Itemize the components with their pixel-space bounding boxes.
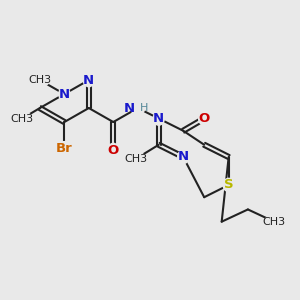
Ellipse shape xyxy=(199,112,210,125)
Text: CH3: CH3 xyxy=(11,113,34,124)
Ellipse shape xyxy=(223,178,234,192)
Text: S: S xyxy=(224,178,233,191)
Text: N: N xyxy=(59,88,70,100)
Ellipse shape xyxy=(131,101,145,115)
Ellipse shape xyxy=(265,215,284,228)
Ellipse shape xyxy=(57,142,71,155)
Ellipse shape xyxy=(126,152,146,165)
Ellipse shape xyxy=(83,74,94,87)
Ellipse shape xyxy=(153,112,164,125)
Ellipse shape xyxy=(59,87,70,101)
Text: Br: Br xyxy=(56,142,73,155)
Ellipse shape xyxy=(178,150,189,164)
Text: CH3: CH3 xyxy=(262,217,286,227)
Text: O: O xyxy=(108,143,119,157)
Text: H: H xyxy=(140,103,148,113)
Text: N: N xyxy=(83,74,94,87)
Text: O: O xyxy=(199,112,210,125)
Text: N: N xyxy=(178,151,189,164)
Ellipse shape xyxy=(30,74,50,87)
Text: N: N xyxy=(153,112,164,125)
Text: CH3: CH3 xyxy=(28,75,51,85)
Text: N: N xyxy=(124,101,135,115)
Ellipse shape xyxy=(108,143,119,157)
Text: CH3: CH3 xyxy=(124,154,148,164)
Ellipse shape xyxy=(13,112,32,125)
